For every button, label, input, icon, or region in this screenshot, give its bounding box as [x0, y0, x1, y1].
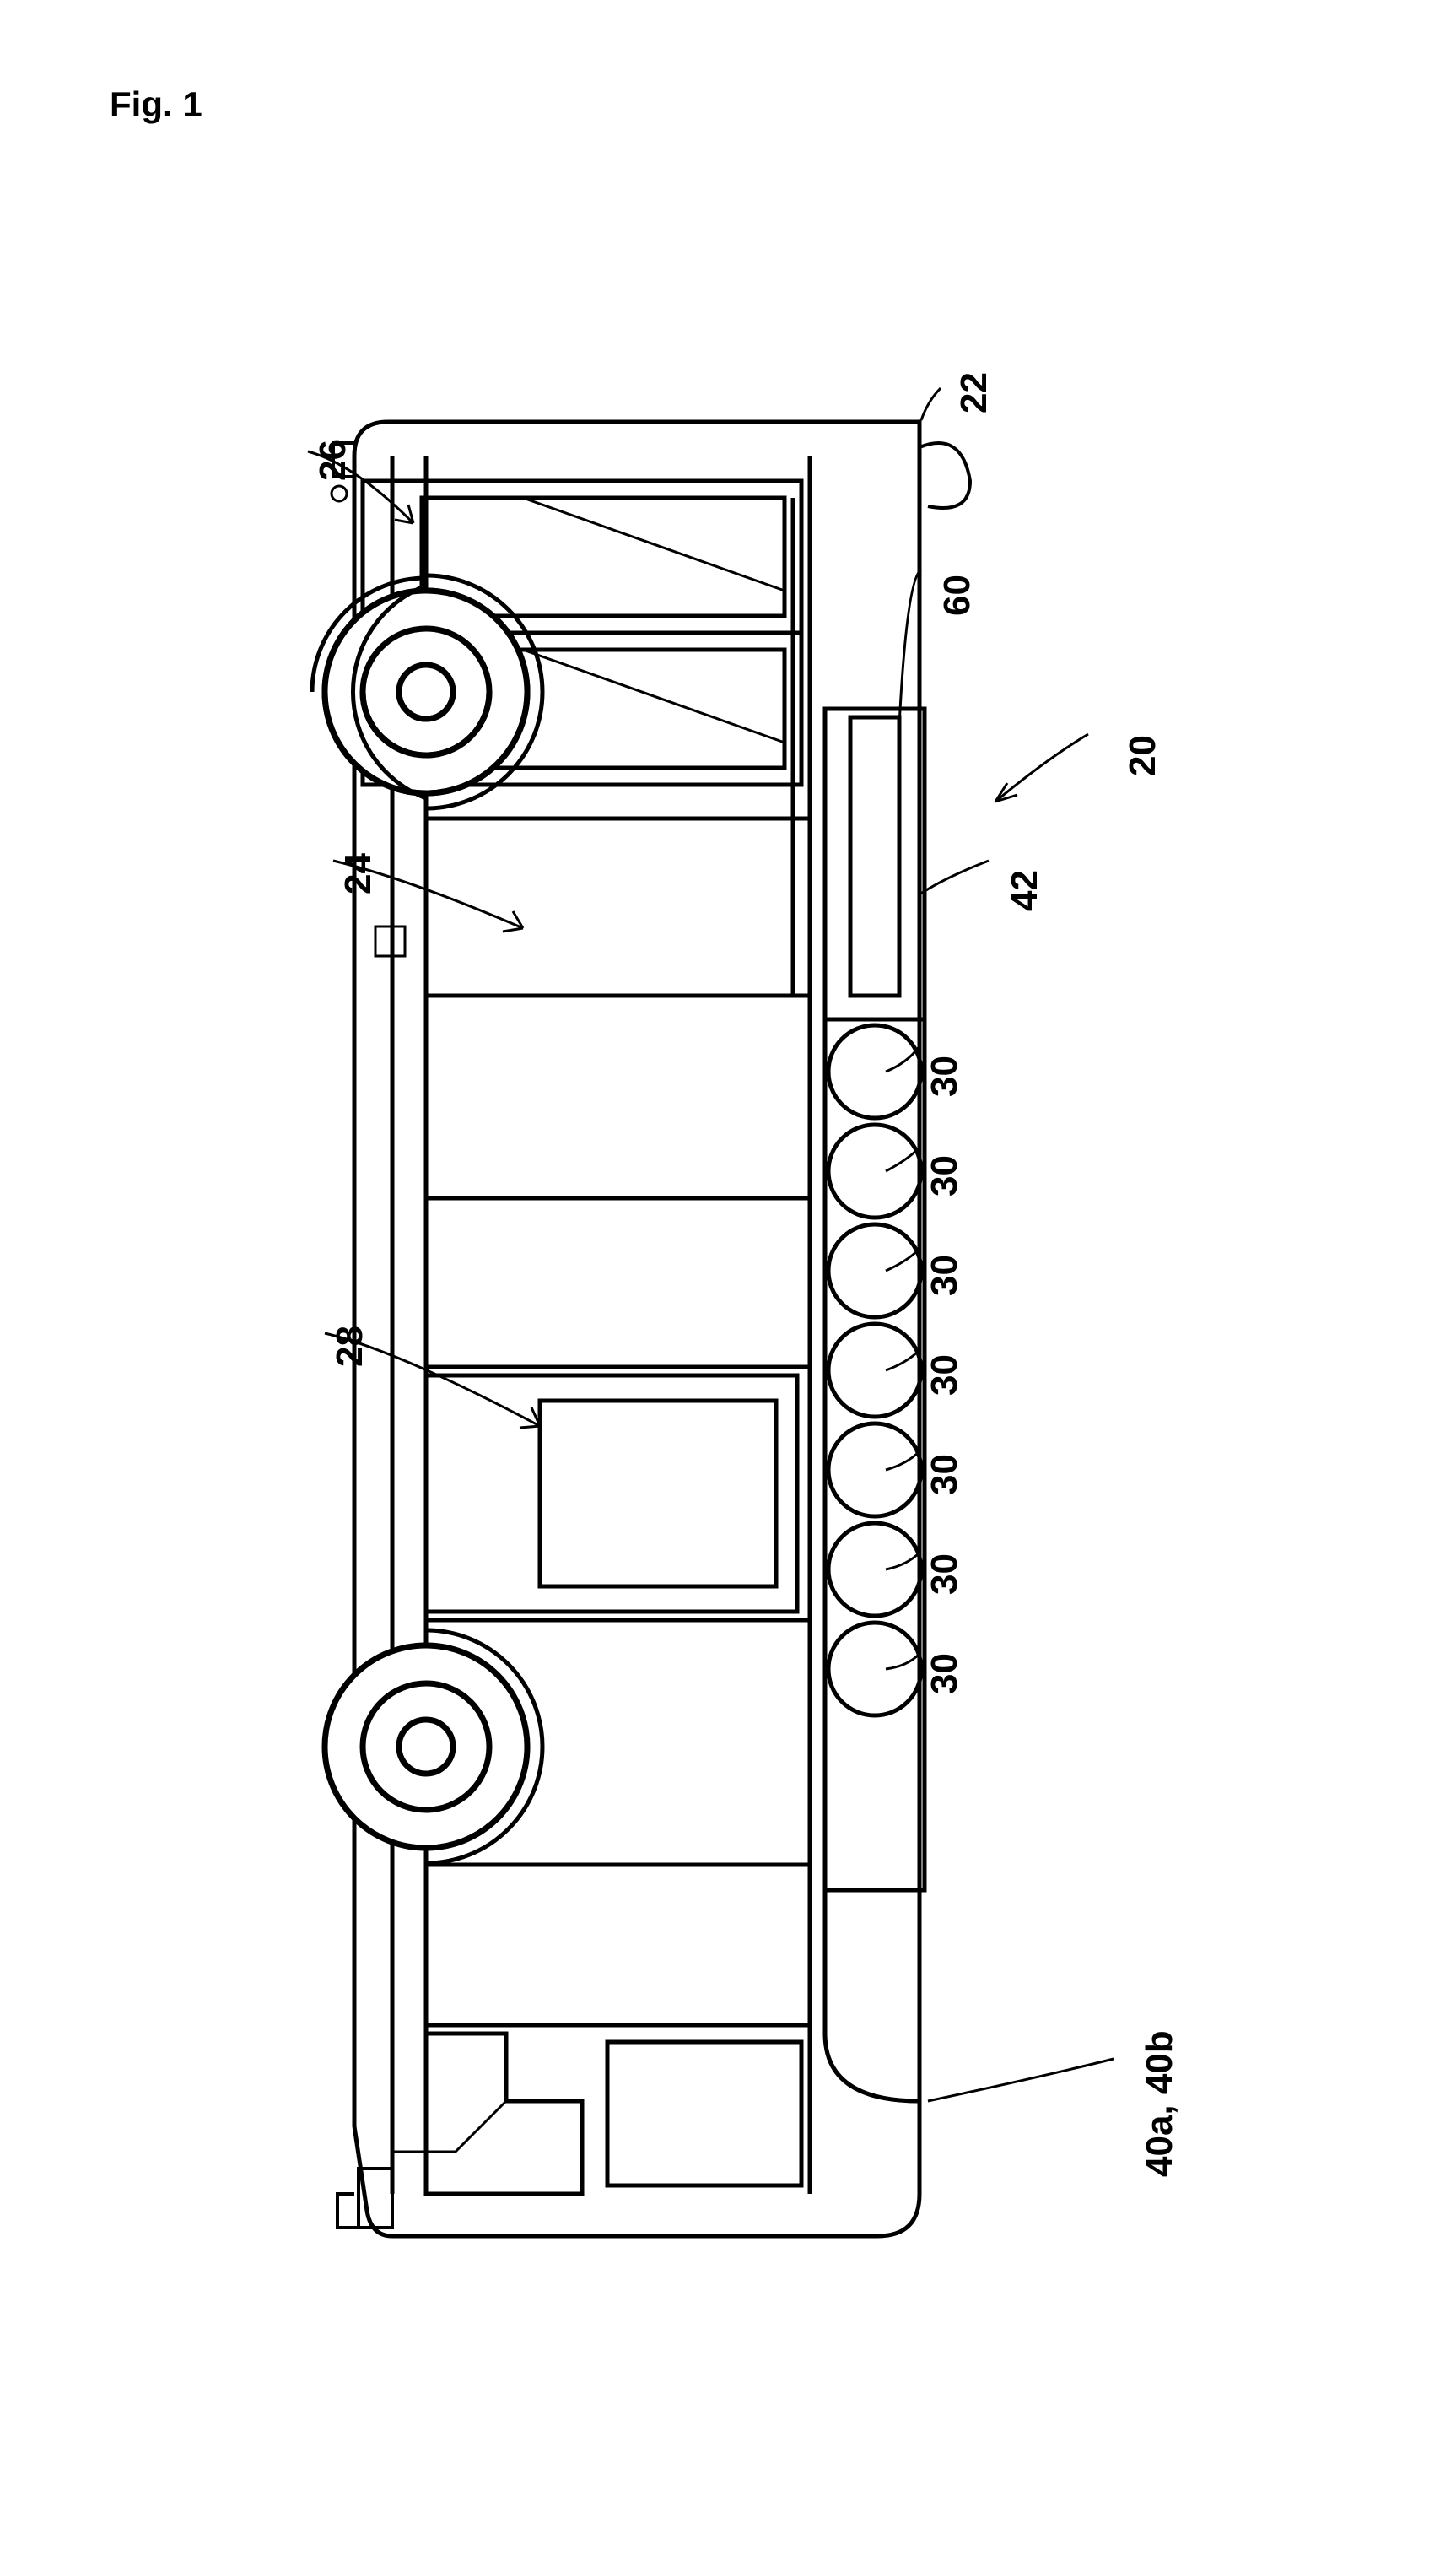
page: Fig. 1 20 40a, 40b 42 22 60 30 30 30 30 …	[34, 34, 1422, 2521]
figure-caption: Fig. 1	[110, 84, 202, 125]
bus-diagram	[186, 287, 1198, 2312]
